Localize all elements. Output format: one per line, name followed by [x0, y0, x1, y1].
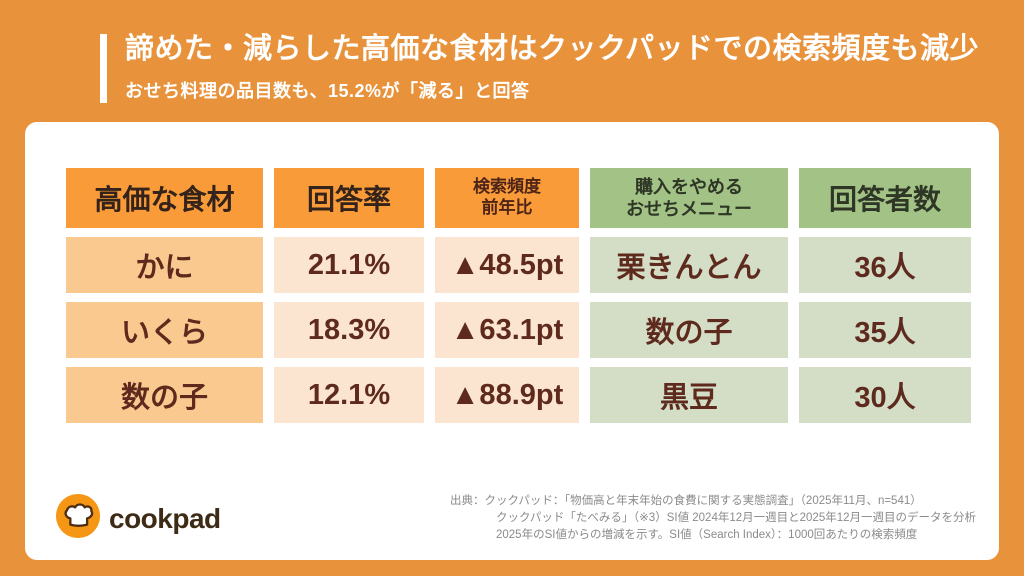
source-line-2: クックパッド「たべみる」（※3）SI値 2024年12月一週目と2025年12月…	[496, 512, 977, 524]
cell-search-change: ▲48.5pt	[435, 237, 579, 293]
cookpad-wordmark: cookpad	[109, 502, 221, 534]
cell-osechi-menu: 黒豆	[590, 367, 788, 423]
cell-osechi-menu: 栗きんとん	[590, 237, 788, 293]
col-header-label: 高価な食材	[94, 184, 235, 215]
data-table: 高価な食材 回答率 検索頻度 前年比 購入をやめる おせちメニュー 回答者数 か…	[66, 168, 971, 423]
chef-hat-icon	[55, 493, 101, 544]
col-header-label-line2: 前年比	[481, 198, 533, 217]
cell-ingredient: いくら	[66, 302, 263, 358]
source-note: 出典：クックパッド：「物価高と年末年始の食費に関する実態調査」（2025年11月…	[450, 493, 976, 544]
cell-ingredient: かに	[66, 237, 263, 293]
hero-header: 諦めた・減らした高価な食材はクックパッドでの検索頻度も減少 おせち料理の品目数も…	[100, 33, 980, 103]
page-subtitle: おせち料理の品目数も、15.2%が「減る」と回答	[125, 80, 530, 101]
cell-osechi-menu: 数の子	[590, 302, 788, 358]
content-card: 高価な食材 回答率 検索頻度 前年比 購入をやめる おせちメニュー 回答者数 か…	[25, 122, 999, 560]
page-title: 諦めた・減らした高価な食材はクックパッドでの検索頻度も減少	[125, 33, 980, 65]
cell-respondents: 30人	[799, 367, 971, 423]
col-header-ingredient: 高価な食材	[66, 168, 263, 228]
source-line-1: 出典：クックパッド：「物価高と年末年始の食費に関する実態調査」（2025年11月…	[450, 495, 922, 507]
cell-search-change: ▲63.1pt	[435, 302, 579, 358]
col-header-label-line1: 購入をやめる	[635, 176, 743, 197]
col-header-label-line1: 検索頻度	[473, 177, 541, 197]
source-line-3: 2025年のSI値からの増減を示す。SI値（Search Index）：1000…	[496, 529, 918, 541]
cell-respondents: 35人	[799, 302, 971, 358]
col-header-label: 回答者数	[828, 184, 941, 215]
cell-ingredient: 数の子	[66, 367, 263, 423]
cell-response-rate: 18.3%	[274, 302, 424, 358]
cell-respondents: 36人	[799, 237, 971, 293]
cell-response-rate: 12.1%	[274, 367, 424, 423]
cell-response-rate: 21.1%	[274, 237, 424, 293]
col-header-label: 回答率	[306, 184, 391, 215]
col-header-respondents: 回答者数	[799, 168, 971, 228]
col-header-search-change: 検索頻度 前年比	[435, 168, 579, 228]
cookpad-logo: cookpad	[55, 493, 221, 544]
cell-search-change: ▲88.9pt	[435, 367, 579, 423]
col-header-label-line2: おせちメニュー	[626, 199, 752, 219]
col-header-osechi-menu: 購入をやめる おせちメニュー	[590, 168, 788, 228]
col-header-response-rate: 回答率	[274, 168, 424, 228]
